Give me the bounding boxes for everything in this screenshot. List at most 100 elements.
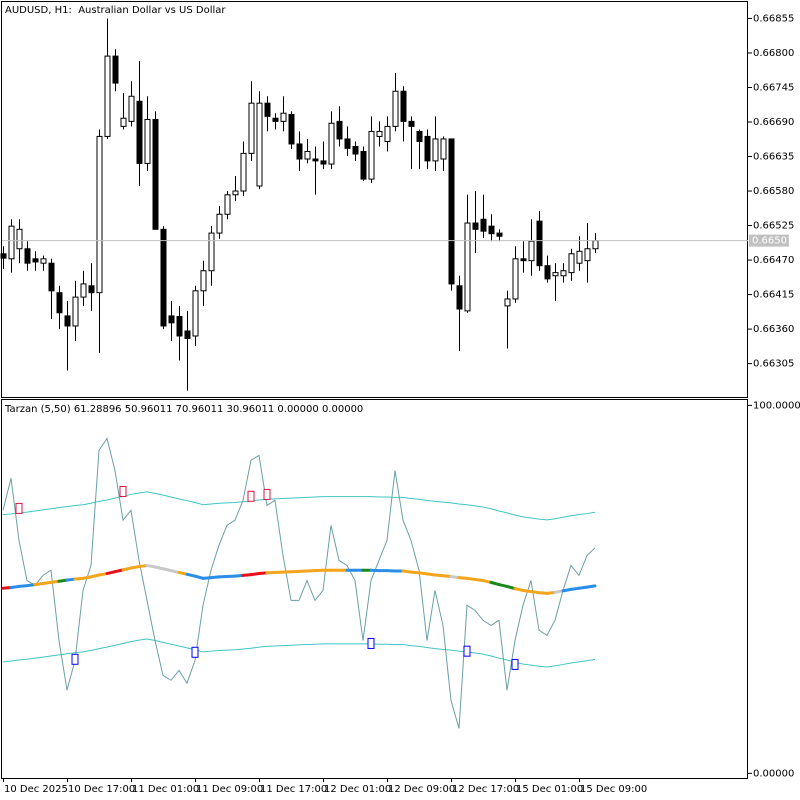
signal-marker xyxy=(191,646,199,658)
candle-body xyxy=(120,117,127,127)
price-pane xyxy=(1,1,748,398)
candle-body xyxy=(128,95,135,122)
candle-body xyxy=(32,258,39,263)
candle-body xyxy=(392,90,399,127)
candle-body xyxy=(384,125,391,142)
candle-body xyxy=(376,130,383,137)
candle-body xyxy=(416,130,423,142)
x-tick-label: 15 Dec 01:00 xyxy=(516,784,583,795)
signal-marker xyxy=(15,502,23,514)
indicator-pane xyxy=(1,399,748,779)
candle-body xyxy=(160,228,167,327)
indicator-line xyxy=(2,638,596,668)
y-tick-label: 0.66635 xyxy=(753,152,794,163)
x-tick-label: 11 Dec 01:00 xyxy=(132,784,199,795)
candle-body xyxy=(176,316,183,337)
candle-body xyxy=(536,220,543,267)
candle-body xyxy=(456,285,463,310)
candle-body xyxy=(488,225,495,235)
price-tag xyxy=(749,234,789,247)
candle-body xyxy=(264,102,271,117)
candle-body xyxy=(480,218,487,232)
candle-body xyxy=(328,122,335,165)
candle-body xyxy=(560,270,567,277)
candle-body xyxy=(344,138,351,149)
signal-marker xyxy=(511,658,519,670)
candle-body xyxy=(504,298,511,307)
y-tick-label: 100.00000 xyxy=(753,400,800,411)
candle-body xyxy=(280,112,287,122)
y-tick-label: 0.66800 xyxy=(753,48,794,59)
candle-body xyxy=(0,253,7,259)
y-tick-label: 0.66415 xyxy=(753,290,794,301)
y-tick-label: 0.66745 xyxy=(753,82,794,93)
candle-body xyxy=(360,150,367,180)
candle-body xyxy=(104,55,111,137)
candle-body xyxy=(424,135,431,162)
candle-body xyxy=(576,250,583,264)
y-tick-label: 0.66690 xyxy=(753,117,794,128)
candle-body xyxy=(136,100,143,164)
y-tick-label: 0.66470 xyxy=(753,255,794,266)
x-tick-label: 10 Dec 17:00 xyxy=(68,784,135,795)
candle-body xyxy=(544,265,551,280)
candle-body xyxy=(224,194,231,215)
candle-body xyxy=(168,315,175,324)
candle-body xyxy=(192,290,199,337)
y-tick-label: 0.66855 xyxy=(753,13,794,24)
candle-body xyxy=(512,258,519,300)
candle-body xyxy=(568,253,575,274)
candle-body xyxy=(48,262,55,292)
candle-body xyxy=(152,118,159,230)
candle-body xyxy=(336,120,343,140)
candle-body xyxy=(184,330,191,340)
candle-body xyxy=(112,55,119,84)
x-tick-label: 12 Dec 17:00 xyxy=(452,784,519,795)
candle-body xyxy=(352,145,359,155)
candle-body xyxy=(400,90,407,122)
price-tag-label: 0.66501 xyxy=(752,236,793,247)
candle-body xyxy=(448,138,455,285)
candle-body xyxy=(56,292,63,314)
signal-marker xyxy=(247,490,255,502)
candle-body xyxy=(80,283,87,298)
candle-body xyxy=(88,285,95,294)
y-tick-label: 0.66305 xyxy=(753,359,794,370)
candle-body xyxy=(272,117,279,122)
candle-body xyxy=(200,270,207,292)
candle-body xyxy=(256,102,263,187)
candle-body xyxy=(16,228,23,250)
candle-body xyxy=(584,248,591,262)
y-tick-label: 0.00000 xyxy=(753,768,794,779)
candle-body xyxy=(320,160,327,165)
candle-body xyxy=(208,232,215,272)
candle-body xyxy=(96,135,103,294)
candle-body xyxy=(8,225,15,260)
candle-body xyxy=(472,222,479,230)
candle-body xyxy=(592,240,599,250)
y-tick-label: 0.66525 xyxy=(753,221,794,232)
chart-title: AUDUSD, H1: Australian Dollar vs US Doll… xyxy=(5,5,226,16)
candle-body xyxy=(144,118,151,164)
candle-body xyxy=(464,222,471,312)
x-tick-label: 10 Dec 2025 xyxy=(4,784,68,795)
trend-segment xyxy=(585,584,597,589)
candle-body xyxy=(248,102,255,154)
candle-body xyxy=(40,258,47,264)
candle-body xyxy=(304,150,311,160)
indicator-title: Tarzan (5,50) 61.28896 50.96011 70.96011… xyxy=(4,404,363,415)
y-tick-label: 0.66580 xyxy=(753,186,794,197)
candle-body xyxy=(552,272,559,277)
indicator-line xyxy=(2,491,596,521)
candle-body xyxy=(440,138,447,160)
signal-marker xyxy=(71,653,79,665)
y-tick-label: 0.66360 xyxy=(753,324,794,335)
signal-marker xyxy=(263,488,271,500)
x-tick-label: 11 Dec 17:00 xyxy=(260,784,327,795)
x-tick-label: 12 Dec 01:00 xyxy=(324,784,391,795)
candle-body xyxy=(496,232,503,237)
candle-body xyxy=(408,120,415,127)
x-tick-label: 15 Dec 09:00 xyxy=(580,784,647,795)
x-tick-label: 11 Dec 09:00 xyxy=(196,784,263,795)
